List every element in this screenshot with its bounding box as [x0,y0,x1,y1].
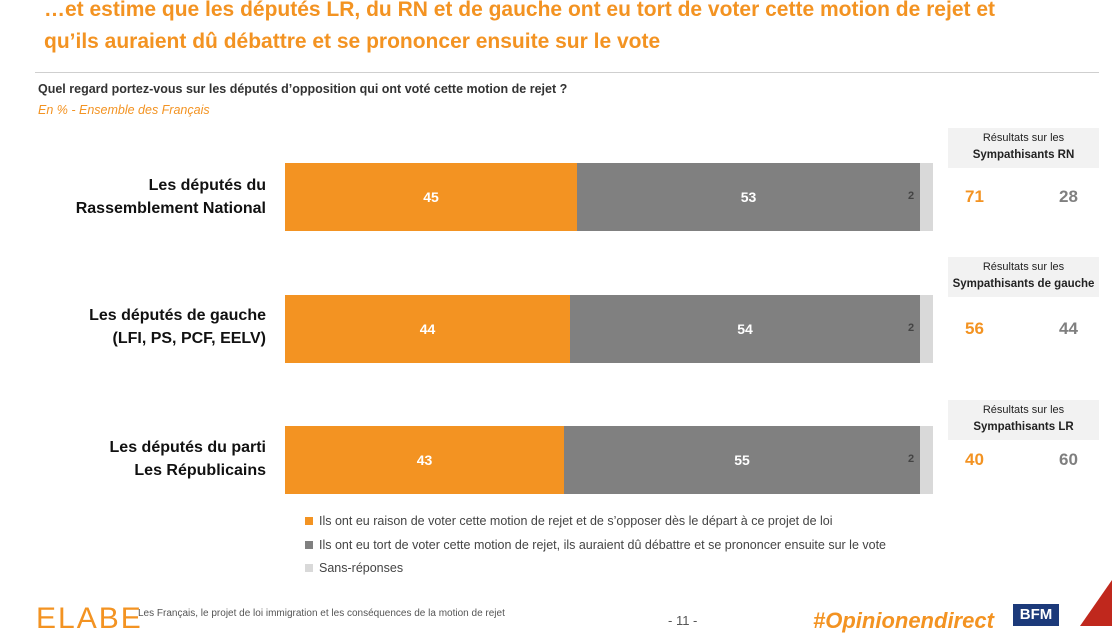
category-label-line: Les députés du [148,177,266,194]
page-number: - 11 - [668,613,698,628]
data-label: 55 [734,452,750,468]
sympathisants-raison-value: 71 [965,187,984,206]
divider [35,72,1099,73]
sympathisants-box: Résultats sur les Sympathisants LR [948,400,1099,440]
subtitle-text: En % - Ensemble des Français [38,103,210,117]
legend-label-tort: Ils ont eu tort de voter cette motion de… [319,538,886,552]
sympathisants-tort-value: 60 [1059,450,1078,469]
bar-segment-tort [570,295,920,363]
legend-swatch-orange [305,517,313,525]
category-label-line: Rassemblement National [75,200,266,217]
bar-segment-nr [920,295,933,363]
sympathisants-header: Résultats sur les [982,261,1065,273]
legend-item-tort: Ils ont eu tort de voter cette motion de… [305,538,886,552]
sympathisants-tort-value: 28 [1059,187,1078,206]
bar-segment-raison [285,163,577,231]
legend-swatch-grey [305,541,313,549]
category-label: Les députés du Rassemblement National [76,174,266,220]
legend-item-raison: Ils ont eu raison de voter cette motion … [305,514,833,528]
sympathisants-group: Sympathisants LR [973,421,1074,433]
bar-segment-raison [285,295,570,363]
data-label: 53 [740,189,757,205]
sympathisants-header: Résultats sur les [982,132,1065,144]
sympathisants-group: Sympathisants de gauche [952,278,1095,290]
legend-label-nr: Sans-réponses [319,561,404,575]
category-label: Les députés de gauche (LFI, PS, PCF, EELV… [89,304,266,350]
corner-decoration [1080,580,1112,626]
data-label: 44 [419,321,436,337]
data-label-nr: 2 [908,190,915,202]
bfm-logo: BFM [1013,604,1059,626]
sympathisants-group: Sympathisants RN [972,149,1075,161]
category-label-line: (LFI, PS, PCF, EELV) [112,330,267,347]
sympathisants-raison-value: 40 [965,450,984,469]
bar-segment-tort [564,426,920,494]
title-line-1: …et estime que les députés LR, du RN et … [44,0,995,21]
sympathisants-raison-value: 56 [965,319,984,338]
category-label-line: Les députés du parti [109,439,266,456]
category-label-line: Les députés de gauche [89,307,266,324]
bar-segment-raison [285,426,564,494]
legend-item-nr: Sans-réponses [305,561,403,575]
question-text: Quel regard portez-vous sur les députés … [38,82,568,96]
sympathisants-header: Résultats sur les [982,404,1065,416]
legend-label-raison: Ils ont eu raison de voter cette motion … [319,514,833,528]
bar-segment-tort [577,163,920,231]
bar-segment-nr [920,426,933,494]
legend-swatch-light [305,564,313,572]
page-title: …et estime que les députés LR, du RN et … [44,0,1104,58]
hashtag: #Opinionendirect [813,608,994,633]
category-label-line: Les Républicains [134,462,266,479]
footer-text: Les Français, le projet de loi immigrati… [138,608,505,619]
data-label-nr: 2 [908,453,915,465]
bar-segment-nr [920,163,933,231]
sympathisants-box: Résultats sur les Sympathisants RN [948,128,1099,168]
sympathisants-box: Résultats sur les Sympathisants de gauche [948,257,1099,297]
title-line-2: qu’ils auraient dû débattre et se pronon… [44,30,661,53]
sympathisants-tort-value: 44 [1059,319,1078,338]
data-label: 43 [416,452,433,468]
data-label: 45 [423,189,439,205]
category-label: Les députés du parti Les Républicains [110,436,266,482]
data-label: 54 [737,321,753,337]
elabe-logo: ELABE [36,602,143,635]
data-label-nr: 2 [908,322,915,334]
